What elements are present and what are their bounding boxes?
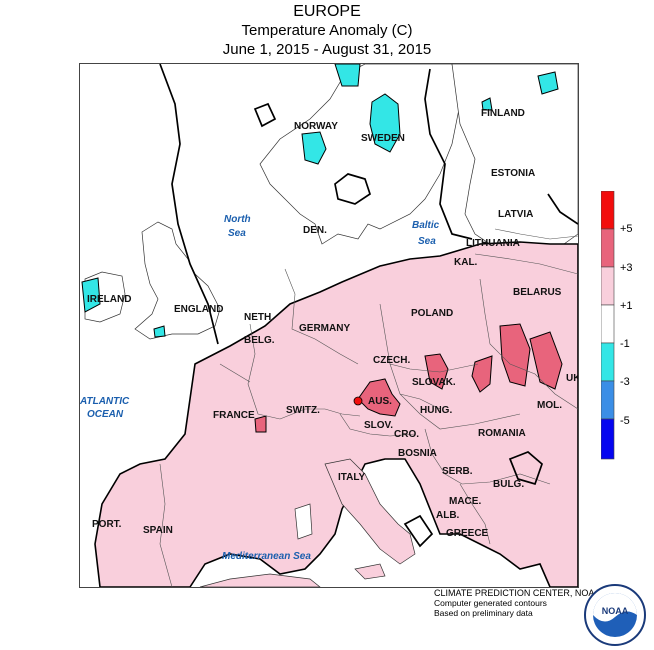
map-canvas: FINLAND NORWAY SWEDEN ESTONIA LATVIA DEN… [80, 64, 578, 587]
label-germany: GERMANY [299, 323, 350, 334]
country-labels: FINLAND NORWAY SWEDEN ESTONIA LATVIA DEN… [87, 108, 578, 539]
legend-label-minus3: -3 [620, 376, 630, 388]
legend-label-minus1: -1 [620, 338, 630, 350]
legend-swatch-minus5 [601, 418, 615, 460]
label-bosnia: BOSNIA [398, 448, 437, 459]
legend-swatch-neutral [601, 304, 615, 344]
label-latvia: LATVIA [498, 209, 533, 220]
anomaly-map: FINLAND NORWAY SWEDEN ESTONIA LATVIA DEN… [79, 63, 579, 588]
label-macedonia: MACE. [449, 496, 481, 507]
label-atlantic-2: OCEAN [87, 409, 124, 420]
legend-swatch-minus1 [601, 342, 615, 382]
country-borders [159, 228, 578, 587]
map-period-title: June 1, 2015 - August 31, 2015 [222, 41, 432, 58]
label-ukraine: UKR. [566, 373, 578, 384]
label-belgium: BELG. [244, 335, 275, 346]
label-greece: GREECE [446, 528, 489, 539]
label-norway: NORWAY [294, 121, 338, 132]
label-croatia: CRO. [394, 429, 419, 440]
credit-block: CLIMATE PREDICTION CENTER, NOAA Computer… [434, 588, 600, 618]
label-baltic-sea-2: Sea [418, 236, 436, 247]
legend-label-minus5: -5 [620, 415, 630, 427]
label-bulgaria: BULG. [493, 479, 524, 490]
label-baltic-sea-1: Baltic [412, 220, 440, 231]
legend-label-plus5: +5 [620, 223, 633, 235]
legend-label-plus3: +3 [620, 262, 633, 274]
anomaly-minus1-patches [81, 64, 559, 338]
label-switzerland: SWITZ. [286, 405, 320, 416]
label-belarus: BELARUS [513, 287, 562, 298]
label-mediterranean: Mediterranean Sea [222, 551, 311, 562]
label-hungary: HUNG. [420, 405, 452, 416]
label-ireland: IRELAND [87, 294, 131, 305]
map-region-title: EUROPE [293, 3, 361, 20]
legend-swatch-plus5 [601, 191, 615, 230]
noaa-logo: NOAA [584, 584, 646, 646]
label-denmark: DEN. [303, 225, 327, 236]
credit-line-1: CLIMATE PREDICTION CENTER, NOAA [434, 588, 601, 598]
legend-swatch-plus1 [601, 266, 615, 306]
noaa-logo-text: NOAA [602, 606, 629, 616]
anomaly-plus1-region [94, 241, 578, 587]
label-sweden: SWEDEN [361, 133, 405, 144]
credit-line-2: Computer generated contours [434, 598, 547, 608]
label-atlantic-1: ATLANTIC [80, 396, 130, 407]
label-slovenia: SLOV. [364, 420, 393, 431]
label-netherlands: NETH. [244, 312, 274, 323]
label-poland: POLAND [411, 308, 453, 319]
label-north-sea-1: North [224, 214, 251, 225]
anomaly-contours [159, 64, 578, 548]
label-italy: ITALY [338, 472, 366, 483]
sea-labels: North Sea Baltic Sea ATLANTIC OCEAN Medi… [80, 214, 440, 562]
label-serbia: SERB. [442, 466, 473, 477]
label-england: ENGLAND [174, 304, 223, 315]
label-france: FRANCE [213, 410, 255, 421]
label-kaliningrad: KAL. [454, 257, 478, 268]
anomaly-plus5-spot [353, 396, 363, 406]
legend-label-plus1: +1 [620, 300, 633, 312]
label-portugal: PORT. [92, 519, 122, 530]
label-lithuania: LITHUANIA [466, 238, 520, 249]
credit-line-3: Based on preliminary data [434, 608, 533, 618]
legend-swatch-minus3 [601, 380, 615, 420]
label-romania: ROMANIA [478, 428, 526, 439]
label-austria: AUS. [368, 396, 392, 407]
label-spain: SPAIN [143, 525, 173, 536]
label-finland: FINLAND [481, 108, 525, 119]
land-outlines [259, 64, 578, 255]
legend-color-bar [601, 191, 615, 460]
label-albania: ALB. [436, 510, 460, 521]
legend-swatch-plus3 [601, 228, 615, 268]
label-czech: CZECH. [373, 355, 410, 366]
label-moldova: MOL. [537, 400, 562, 411]
map-variable-title: Temperature Anomaly (C) [241, 22, 413, 39]
label-estonia: ESTONIA [491, 168, 535, 179]
anomaly-plus3-patches [254, 323, 563, 433]
label-north-sea-2: Sea [228, 228, 246, 239]
label-slovakia: SLOVAK. [412, 377, 456, 388]
